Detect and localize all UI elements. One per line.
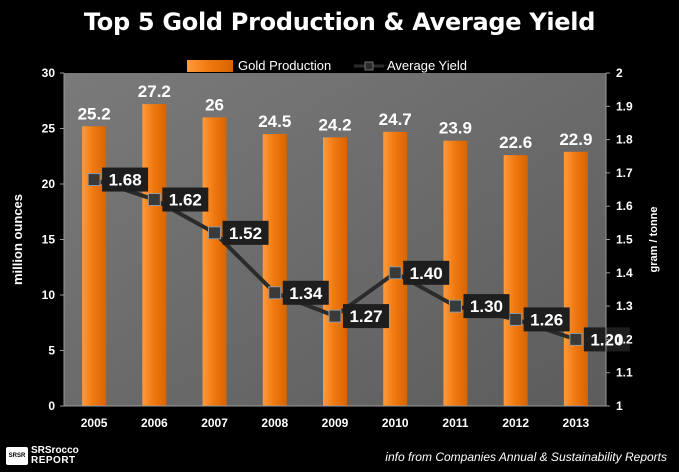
yield-point: [569, 332, 583, 346]
logo-mark: SRSR: [6, 447, 28, 465]
bar-data-label: 27.2: [138, 82, 171, 101]
yield-label-box: [282, 280, 329, 305]
logo-line2: REPORT: [31, 455, 76, 466]
yield-data-label: 1.68: [109, 171, 142, 190]
x-tick-label: 2005: [81, 416, 108, 430]
y-left-tick-label: 5: [48, 344, 55, 358]
y-right-tick-label: 1.8: [616, 133, 633, 147]
yield-data-label: 1.26: [530, 310, 563, 329]
y-left-tick-label: 25: [42, 122, 56, 136]
y-left-axis-label: million ounces: [10, 194, 25, 285]
y-right-tick-label: 1: [616, 399, 623, 413]
yield-label-box: [162, 187, 209, 212]
x-tick-label: 2009: [322, 416, 349, 430]
bar-data-label: 26: [205, 95, 224, 114]
bar: [262, 134, 287, 407]
yield-label-box: [403, 260, 450, 285]
yield-data-label: 1.27: [349, 307, 382, 326]
yield-point: [328, 309, 342, 323]
yield-data-label: 1.62: [169, 191, 202, 210]
yield-point: [388, 266, 402, 280]
yield-data-label: 1.30: [470, 297, 503, 316]
legend-line-marker: [364, 61, 374, 71]
y-right-tick-label: 1.6: [616, 199, 633, 213]
bar-data-label: 23.9: [439, 119, 472, 138]
bar: [323, 137, 347, 406]
bar-data-label: 24.7: [379, 110, 412, 129]
bar-data-label: 22.6: [499, 133, 532, 152]
y-right-tick-label: 1.1: [616, 366, 633, 380]
yield-point: [147, 193, 161, 207]
bar-data-label: 24.2: [318, 115, 351, 134]
bar-data-label: 22.9: [559, 130, 592, 149]
legend-bar-label: Gold Production: [238, 58, 331, 73]
yield-data-label: 1.40: [410, 264, 443, 283]
yield-data-label: 1.34: [289, 284, 323, 303]
y-left-tick-label: 30: [42, 66, 56, 80]
y-left-tick-label: 10: [42, 288, 56, 302]
x-tick-label: 2007: [201, 416, 228, 430]
legend: Gold Production Average Yield: [187, 58, 467, 73]
x-tick-label: 2010: [382, 416, 409, 430]
legend-bar-swatch: [187, 60, 233, 72]
yield-label-box: [343, 304, 389, 329]
chart-title: Top 5 Gold Production & Average Yield: [83, 8, 596, 36]
yield-label-box: [222, 220, 269, 245]
y-right-tick-label: 1.7: [616, 166, 633, 180]
y-left-tick-label: 20: [42, 177, 56, 191]
y-right-tick-label: 1.4: [616, 266, 633, 280]
x-tick-label: 2012: [502, 416, 529, 430]
x-tick-label: 2013: [563, 416, 590, 430]
logo-line1: SRSrocco: [31, 445, 79, 456]
yield-point: [268, 286, 282, 300]
yield-point: [87, 173, 101, 187]
yield-label-box: [523, 307, 570, 332]
yield-data-label: 1.52: [229, 224, 262, 243]
y-right-tick-label: 1.3: [616, 299, 633, 313]
srsrocco-logo: SRSR SRSrocco REPORT: [6, 444, 138, 468]
bar: [503, 155, 528, 406]
logo-text: SRSrocco REPORT: [31, 446, 79, 466]
x-tick-label: 2008: [261, 416, 288, 430]
bar: [142, 104, 167, 406]
yield-point: [208, 226, 222, 240]
legend-line-label: Average Yield: [387, 58, 467, 73]
y-right-tick-label: 1.9: [616, 99, 633, 113]
y-left-tick-label: 15: [42, 233, 56, 247]
yield-point: [509, 312, 523, 326]
y-right-tick-label: 1.2: [616, 332, 633, 346]
y-left-tick-label: 0: [48, 399, 55, 413]
yield-point: [448, 299, 462, 313]
bar-data-label: 24.5: [258, 112, 291, 131]
y-right-tick-label: 1.5: [616, 233, 633, 247]
source-note: info from Companies Annual & Sustainabil…: [385, 450, 667, 464]
x-tick-label: 2011: [442, 416, 468, 430]
yield-label-box: [102, 167, 149, 192]
yield-label-box: [463, 294, 510, 319]
bar: [202, 117, 227, 407]
y-right-tick-label: 2: [616, 66, 623, 80]
y-right-axis-label: gram / tonne: [648, 206, 660, 272]
bar: [563, 151, 588, 406]
bar-data-label: 25.2: [78, 104, 111, 123]
x-tick-label: 2006: [141, 416, 168, 430]
